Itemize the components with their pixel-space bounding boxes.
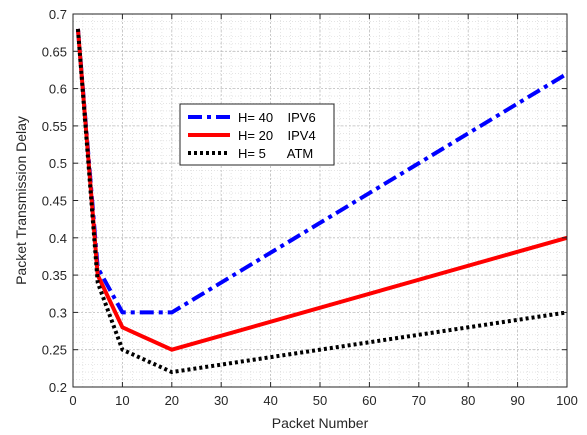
y-tick-label: 0.55 [42, 119, 67, 134]
y-tick-label: 0.65 [42, 44, 67, 59]
legend-entry-2: H= 20 IPV4 [238, 128, 316, 143]
x-tick-label: 60 [362, 393, 376, 408]
x-tick-label: 40 [263, 393, 277, 408]
x-axis-ticks: 0 10 20 30 40 50 60 70 80 90 100 [69, 14, 578, 408]
x-tick-label: 80 [461, 393, 475, 408]
y-axis-ticks: 0.2 0.25 0.3 0.35 0.4 0.45 0.5 0.55 0.6 0.65 0.7 [42, 7, 567, 395]
y-tick-label: 0.45 [42, 194, 67, 209]
x-tick-label: 90 [510, 393, 524, 408]
y-tick-label: 0.4 [49, 231, 67, 246]
series-line-3 [75, 28, 568, 375]
x-tick-label: 20 [165, 393, 179, 408]
y-tick-label: 0.7 [49, 7, 67, 22]
x-tick-label: 10 [115, 393, 129, 408]
y-tick-label: 0.6 [49, 82, 67, 97]
y-tick-label: 0.5 [49, 156, 67, 171]
legend-entry-3: H= 5 ATM [238, 146, 313, 161]
x-axis-title: Packet Number [272, 415, 369, 431]
y-tick-label: 0.2 [49, 380, 67, 395]
series-line-2 [75, 28, 568, 352]
x-tick-label: 50 [313, 393, 327, 408]
legend: H= 40 IPV6 H= 20 IPV4 H= 5 ATM [179, 103, 335, 166]
x-tick-label: 0 [69, 393, 76, 408]
y-axis-title: Packet Transmission Delay [13, 116, 29, 285]
y-tick-label: 0.3 [49, 305, 67, 320]
x-tick-label: 70 [412, 393, 426, 408]
legend-entry-1: H= 40 IPV6 [238, 110, 316, 125]
y-tick-label: 0.25 [42, 343, 67, 358]
series-layer [75, 28, 569, 375]
x-tick-label: 30 [214, 393, 228, 408]
x-tick-label: 100 [556, 393, 578, 408]
y-tick-label: 0.35 [42, 268, 67, 283]
